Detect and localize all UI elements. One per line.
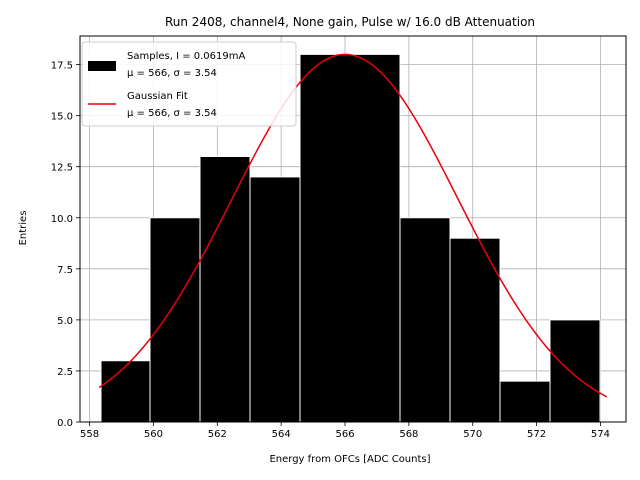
x-tick-label: 568 (399, 429, 418, 440)
legend-box (81, 41, 297, 127)
x-tick-label: 566 (335, 429, 354, 440)
legend-samples-label: Samples, I = 0.0619mA (127, 51, 245, 62)
histogram-bar (199, 155, 251, 423)
y-tick-label: 15.0 (51, 112, 73, 123)
legend-fit-label: Gaussian Fit (127, 91, 188, 102)
legend-samples-stats: μ = 566, σ = 3.54 (127, 68, 217, 79)
histogram-bar (499, 380, 551, 423)
histogram-bar (100, 360, 151, 423)
y-axis-ticks: 0.0 2.5 5.0 7.5 10.0 12.5 15.0 17.5 (51, 61, 80, 429)
x-axis-label: Energy from OFCs [ADC Counts] (269, 454, 430, 465)
y-tick-label: 2.5 (57, 367, 73, 378)
y-tick-label: 5.0 (57, 316, 73, 327)
x-tick-label: 564 (272, 429, 291, 440)
chart-title: Run 2408, channel4, None gain, Pulse w/ … (165, 15, 535, 29)
legend-samples-swatch (88, 61, 116, 71)
x-axis-ticks: 558 560 562 564 566 568 570 572 574 (80, 422, 610, 440)
x-tick-label: 558 (80, 429, 99, 440)
legend-fit-stats: μ = 566, σ = 3.54 (127, 108, 217, 119)
histogram-bar (399, 217, 451, 423)
x-tick-label: 560 (144, 429, 163, 440)
x-tick-label: 570 (463, 429, 482, 440)
plot-frame (79, 35, 627, 423)
gaussian-fit-curve (98, 53, 608, 398)
histogram-bar (149, 217, 201, 423)
x-tick-label: 562 (208, 429, 227, 440)
histogram-bars (100, 53, 601, 423)
x-tick-label: 574 (591, 429, 610, 440)
y-tick-label: 17.5 (51, 61, 73, 72)
legend: Samples, I = 0.0619mA μ = 566, σ = 3.54 … (81, 41, 297, 127)
histogram-bar (249, 176, 301, 423)
y-tick-label: 7.5 (57, 265, 73, 276)
histogram-bar (299, 53, 401, 423)
gaussian-fit (98, 53, 608, 398)
histogram-bar (449, 237, 501, 423)
x-tick-label: 572 (527, 429, 546, 440)
y-tick-label: 10.0 (51, 214, 73, 225)
histogram-bar (549, 319, 601, 423)
y-tick-label: 12.5 (51, 163, 73, 174)
y-tick-label: 0.0 (57, 418, 73, 429)
y-axis-label: Entries (18, 211, 29, 246)
